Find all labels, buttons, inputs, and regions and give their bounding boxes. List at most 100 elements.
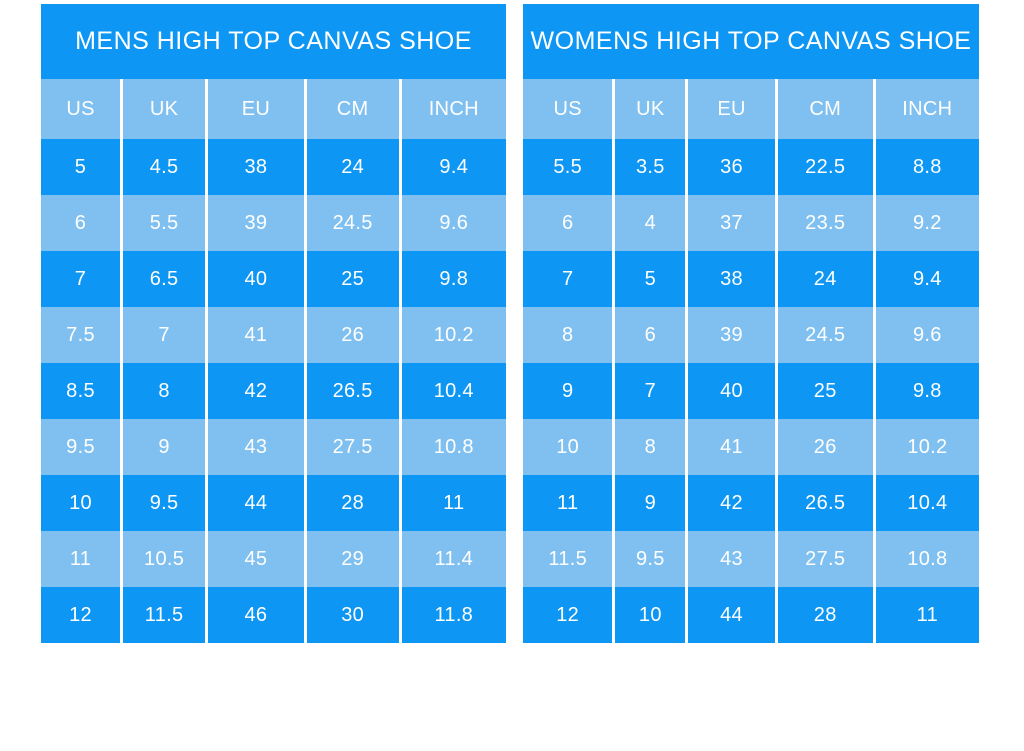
table-row: 7 5 38 24 9.4 (523, 251, 979, 307)
size-cell: 37 (685, 195, 774, 251)
size-cell: 11.8 (398, 587, 506, 643)
size-cell: 41 (685, 419, 774, 475)
table-row: 8 6 39 24.5 9.6 (523, 307, 979, 363)
column-header: CM (774, 79, 873, 139)
size-cell: 8 (561, 323, 574, 346)
size-cell: 10.8 (872, 531, 979, 587)
mens-table-title: MENS HIGH TOP CANVAS SHOE (41, 4, 506, 79)
size-cell: 4.5 (120, 139, 205, 195)
size-cell: 7 (561, 267, 574, 290)
size-cell: 8 (612, 419, 685, 475)
table-row: 9.5 9 43 27.5 10.8 (41, 419, 506, 475)
size-cell: 23.5 (774, 195, 873, 251)
column-header: INCH (872, 79, 979, 139)
column-header: US (66, 97, 95, 120)
size-cell: 26 (774, 419, 873, 475)
size-cell: 6 (561, 211, 574, 234)
table-row: 6 4 37 23.5 9.2 (523, 195, 979, 251)
size-cell: 40 (685, 363, 774, 419)
size-cell: 9 (120, 419, 205, 475)
size-cell: 46 (205, 587, 304, 643)
size-cell: 9.5 (612, 531, 685, 587)
size-cell: 9.8 (872, 363, 979, 419)
size-cell: 10.4 (872, 475, 979, 531)
size-cell: 9.8 (398, 251, 506, 307)
column-header: CM (303, 79, 399, 139)
womens-size-table: WOMENS HIGH TOP CANVAS SHOE US UK EU CM INCH… (523, 4, 979, 643)
column-header: EU (205, 79, 304, 139)
table-row: 5 4.5 38 24 9.4 (41, 139, 506, 195)
size-cell: 8.5 (66, 379, 95, 402)
size-cell: 8 (120, 363, 205, 419)
size-cell: 8.8 (872, 139, 979, 195)
table-row: 8.5 8 42 26.5 10.4 (41, 363, 506, 419)
size-cell: 11.4 (398, 531, 506, 587)
size-cell: 39 (205, 195, 304, 251)
size-cell: 7.5 (66, 323, 95, 346)
table-row: 10 9.5 44 28 11 (41, 475, 506, 531)
size-cell: 9.6 (872, 307, 979, 363)
size-cell: 28 (303, 475, 399, 531)
size-cell: 38 (205, 139, 304, 195)
size-cell: 12 (556, 603, 580, 626)
table-row: 12 11.5 46 30 11.8 (41, 587, 506, 643)
column-header: EU (685, 79, 774, 139)
size-cell: 27.5 (303, 419, 399, 475)
size-cell: 3.5 (612, 139, 685, 195)
size-cell: 45 (205, 531, 304, 587)
column-header-row: US UK EU CM INCH (41, 79, 506, 139)
size-cell: 9.5 (66, 435, 95, 458)
size-cell: 25 (774, 363, 873, 419)
size-cell: 29 (303, 531, 399, 587)
size-cell: 6 (612, 307, 685, 363)
column-header: US (553, 97, 582, 120)
size-cell: 11 (557, 491, 579, 514)
size-cell: 26 (303, 307, 399, 363)
size-cell: 11.5 (120, 587, 205, 643)
size-cell: 24 (774, 251, 873, 307)
size-cell: 24 (303, 139, 399, 195)
size-cell: 10 (69, 491, 92, 514)
size-cell: 22.5 (774, 139, 873, 195)
size-cell: 44 (685, 587, 774, 643)
size-cell: 10 (556, 435, 580, 458)
size-cell: 10.2 (872, 419, 979, 475)
size-cell: 11 (398, 475, 506, 531)
size-cell: 5 (74, 155, 87, 178)
size-cell: 9 (561, 379, 574, 402)
womens-table-body: US UK EU CM INCH 5.5 3.5 36 22.5 8.8 6 4 37 23.5 9.2 7 5… (523, 79, 979, 643)
mens-table-body: US UK EU CM INCH 5 4.5 38 24 9.4 6 5.5 39 24.5 9.6 7 6.5… (41, 79, 506, 643)
size-cell: 9.6 (398, 195, 506, 251)
size-cell: 5 (612, 251, 685, 307)
size-cell: 4 (612, 195, 685, 251)
table-row: 9 7 40 25 9.8 (523, 363, 979, 419)
table-row: 7.5 7 41 26 10.2 (41, 307, 506, 363)
column-header: UK (120, 79, 205, 139)
size-cell: 9.4 (398, 139, 506, 195)
size-cell: 11.5 (548, 547, 588, 570)
size-cell: 11 (69, 547, 92, 570)
size-cell: 10.5 (120, 531, 205, 587)
size-cell: 9.2 (872, 195, 979, 251)
mens-size-table: MENS HIGH TOP CANVAS SHOE US UK EU CM INCH 5 4… (41, 4, 506, 643)
size-cell: 39 (685, 307, 774, 363)
size-cell: 38 (685, 251, 774, 307)
size-cell: 36 (685, 139, 774, 195)
size-cell: 43 (205, 419, 304, 475)
table-row: 11 10.5 45 29 11.4 (41, 531, 506, 587)
size-cell: 12 (69, 603, 92, 626)
size-cell: 7 (612, 363, 685, 419)
column-header: INCH (398, 79, 506, 139)
size-cell: 42 (205, 363, 304, 419)
size-cell: 40 (205, 251, 304, 307)
table-row: 11.5 9.5 43 27.5 10.8 (523, 531, 979, 587)
size-cell: 27.5 (774, 531, 873, 587)
size-cell: 7 (74, 267, 87, 290)
table-row: 5.5 3.5 36 22.5 8.8 (523, 139, 979, 195)
size-cell: 6.5 (120, 251, 205, 307)
size-cell: 10.2 (398, 307, 506, 363)
size-cell: 6 (74, 211, 87, 234)
womens-table-title: WOMENS HIGH TOP CANVAS SHOE (523, 4, 979, 79)
table-row: 11 9 42 26.5 10.4 (523, 475, 979, 531)
column-header: UK (612, 79, 685, 139)
